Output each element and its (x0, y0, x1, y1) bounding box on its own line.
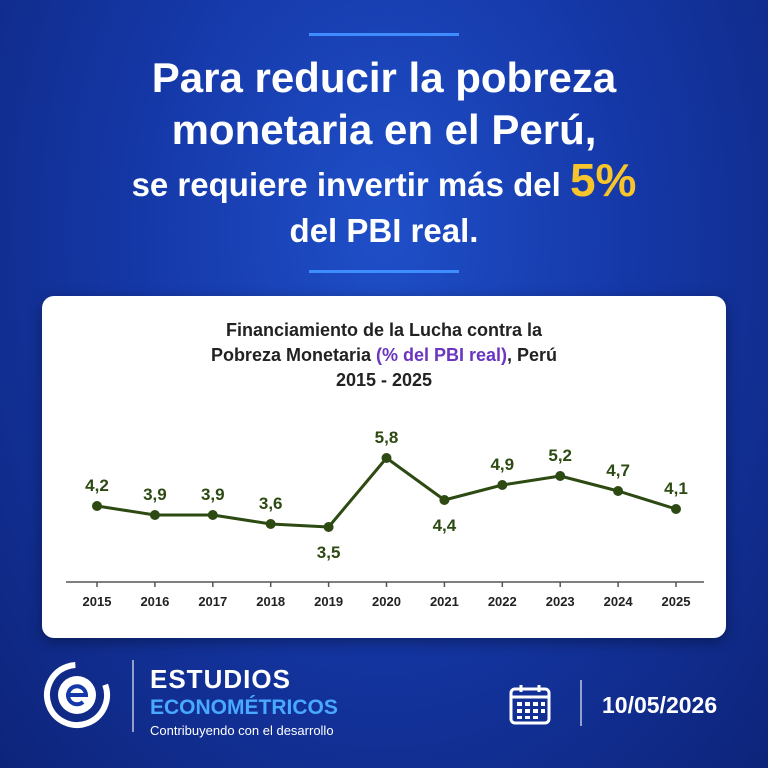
data-point (497, 480, 508, 490)
data-label: 3,6 (259, 494, 283, 513)
headline-line-2: monetaria en el Perú, (171, 106, 597, 153)
x-tick-label: 2025 (662, 594, 691, 609)
chart-card: Financiamiento de la Lucha contra la Pob… (42, 296, 726, 638)
x-tick-label: 2017 (198, 594, 227, 609)
footer-divider-right (580, 680, 582, 726)
footer-divider-left (132, 660, 134, 732)
x-tick-label: 2024 (604, 594, 634, 609)
data-point (555, 471, 566, 481)
brand-name-line-1: ESTUDIOS (150, 664, 291, 694)
x-tick-label: 2019 (314, 594, 343, 609)
x-tick-label: 2021 (430, 594, 459, 609)
brand-name-line-2: ECONOMÉTRICOS (150, 696, 338, 719)
x-tick-label: 2015 (83, 594, 112, 609)
x-tick-label: 2023 (546, 594, 575, 609)
chart-title-unit: (% del PBI real) (375, 345, 508, 365)
x-tick-label: 2016 (140, 594, 169, 609)
data-label: 4,4 (433, 516, 457, 535)
x-tick-label: 2018 (256, 594, 285, 609)
chart-title: Financiamiento de la Lucha contra la Pob… (42, 318, 726, 393)
x-tick-label: 2022 (488, 594, 517, 609)
headline: Para reducir la pobreza monetaria en el … (0, 52, 768, 253)
line-chart: 2015 2016 2017 2018 2019 2020 2021 2022 2023 2024… (66, 428, 704, 609)
headline-line-1: Para reducir la pobreza (151, 54, 617, 101)
x-tick-label: 2020 (372, 594, 401, 609)
data-point (323, 522, 334, 532)
data-point (265, 519, 276, 529)
data-point (671, 504, 681, 514)
chart-title-line-2-suffix: , Perú (507, 345, 558, 365)
brand-tagline: Contribuyendo con el desarrollo (150, 723, 334, 738)
data-point (149, 510, 160, 520)
data-point (381, 453, 392, 463)
chart-title-line-1: Financiamiento de la Lucha contra la (225, 320, 543, 340)
data-label: 3,9 (201, 485, 225, 504)
data-point (613, 486, 624, 496)
footer: ESTUDIOS ECONOMÉTRICOS Contribuyendo con… (0, 650, 768, 768)
chart-title-line-3: 2015 - 2025 (335, 370, 433, 390)
publication-date: 10/05/2026 (602, 692, 718, 718)
top-divider (309, 33, 459, 36)
data-label: 4,2 (85, 476, 109, 495)
e-logo-icon (44, 662, 110, 728)
data-label: 4,1 (664, 479, 688, 498)
series-line (96, 456, 677, 529)
chart-title-line-2: Pobreza Monetaria (% del PBI real), Perú (42, 343, 726, 368)
chart-title-line-2-prefix: Pobreza Monetaria (210, 345, 376, 365)
data-label: 4,7 (606, 461, 630, 480)
data-label: 3,9 (143, 485, 167, 504)
headline-line-3: se requiere invertir más del 5% (0, 156, 768, 209)
data-label: 5,8 (375, 428, 399, 447)
data-point (439, 495, 450, 505)
headline-line-3-text: se requiere invertir más del (131, 166, 570, 203)
calendar-icon (509, 685, 551, 725)
headline-highlight-percent: 5% (569, 154, 637, 206)
bottom-divider (309, 270, 459, 273)
data-label: 3,5 (317, 543, 341, 562)
data-label: 5,2 (548, 446, 572, 465)
headline-line-4: del PBI real. (289, 212, 479, 249)
data-point (92, 501, 102, 511)
data-point (207, 510, 218, 520)
data-label: 4,9 (490, 455, 514, 474)
